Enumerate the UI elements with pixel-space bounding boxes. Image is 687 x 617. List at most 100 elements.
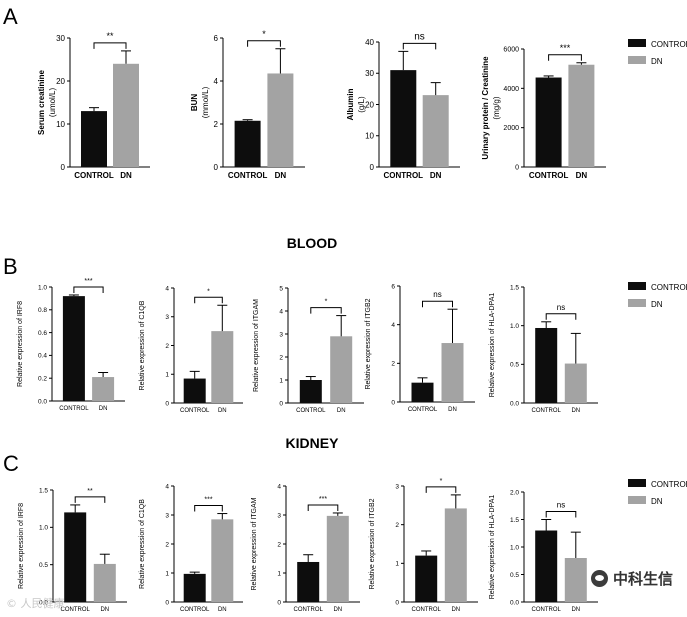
x-tick-label: CONTROL (412, 607, 442, 613)
y-tick-label: 1 (395, 561, 399, 568)
y-tick-label: 1.5 (39, 487, 48, 494)
y-tick-label: 6000 (503, 46, 519, 53)
x-tick-label: DN (571, 408, 580, 414)
bar-dn (92, 377, 115, 401)
y-axis-label-title: Urinary protein / Creatinine (481, 56, 490, 160)
x-tick-label: CONTROL (532, 607, 562, 613)
y-tick-label: 0.2 (38, 375, 47, 382)
y-tick-label: 2 (395, 522, 399, 529)
y-tick-label: 0.4 (38, 353, 47, 360)
y-tick-label: 0.0 (510, 400, 519, 407)
bar-control (535, 327, 558, 403)
x-tick-label: DN (448, 407, 457, 413)
panel-label-a: A (3, 4, 18, 29)
significance-bracket (548, 54, 582, 61)
chart-c2: 0 1 2 3 4 Relative expression of C1QB CONTROL D… (139, 483, 243, 613)
significance-bracket (422, 300, 453, 308)
x-tick-label: CONTROL (532, 408, 562, 414)
x-tick-label: DN (571, 607, 580, 613)
y-tick-label: 0 (279, 400, 283, 407)
legend-swatch-control (628, 282, 646, 290)
y-tick-label: 20 (56, 77, 65, 86)
bar-dn (330, 336, 353, 403)
chart-b4: 0 2 4 6 Relative expression of ITGB2 CONTROL D… (365, 283, 475, 413)
y-tick-label: 1 (165, 372, 169, 379)
y-tick-label: 0.0 (510, 599, 519, 606)
legend-label-control: CONTROL (651, 480, 687, 489)
x-tick-label: DN (275, 171, 287, 180)
bar-dn (211, 331, 234, 403)
y-axis-label-title: Relative expression of C1QB (139, 300, 146, 390)
y-axis-label-unit: (g/L) (357, 96, 366, 113)
y-axis-label-title: Albumin (346, 88, 355, 120)
bar-control (234, 120, 261, 167)
y-axis-label: Urinary protein / Creatinine (mg/g) (481, 56, 501, 160)
bar-control (64, 512, 87, 602)
y-tick-label: 1.0 (510, 544, 519, 551)
chart-b5: 0.0 0.5 1.0 1.5 Relative expression of HLA-D… (489, 284, 598, 414)
x-tick-label: CONTROL (180, 607, 210, 613)
section-title-blood: BLOOD (287, 235, 338, 251)
wechat-icon (590, 570, 608, 587)
y-tick-label: 2 (214, 120, 219, 129)
bar-control (535, 530, 558, 602)
y-axis-label-title: Relative expression of ITGAM (253, 299, 260, 392)
legend-label-dn: DN (651, 300, 663, 309)
significance-bracket (247, 40, 281, 47)
x-tick-label: CONTROL (296, 408, 326, 414)
legend-label-dn: DN (651, 497, 663, 506)
x-tick-label: CONTROL (228, 171, 268, 180)
y-tick-label: 0.0 (39, 599, 48, 606)
watermark-brand-text: 中科生信 (612, 570, 673, 588)
x-tick-label: DN (120, 171, 132, 180)
y-tick-label: 2.0 (510, 489, 519, 496)
bar-control (415, 555, 438, 602)
y-tick-label: 6 (391, 283, 395, 290)
y-tick-label: 1 (277, 570, 281, 577)
y-tick-label: 0 (277, 599, 281, 606)
x-tick-label: CONTROL (61, 607, 91, 613)
significance-bracket (73, 286, 104, 293)
y-axis-label-title: BUN (190, 94, 199, 112)
y-axis-label-unit: (mmol/L) (201, 86, 210, 118)
significance-label: ** (106, 31, 114, 41)
y-tick-label: 0.5 (510, 572, 519, 579)
legend-label-dn: DN (651, 57, 663, 66)
x-tick-label: DN (430, 171, 442, 180)
y-tick-label: 2 (277, 541, 281, 548)
chart-b3: 0 1 2 3 4 5 Relative expression of ITGAM CONTRO… (253, 285, 364, 414)
bar-dn (444, 508, 467, 602)
bar-control (411, 382, 434, 402)
y-axis-label: Serum creatinine (umol/L) (37, 69, 57, 134)
bar-control (81, 111, 107, 167)
significance-bracket (402, 42, 437, 50)
y-tick-label: 3 (165, 512, 169, 519)
x-tick-label: DN (451, 607, 460, 613)
y-axis-label-title: Relative expression of HLA-DPA1 (489, 293, 496, 398)
y-tick-label: 5 (279, 285, 283, 292)
y-tick-label: 20 (365, 100, 374, 109)
x-tick-label: CONTROL (294, 607, 324, 613)
y-axis-label: BUN (mmol/L) (190, 86, 210, 118)
significance-label: ns (557, 501, 565, 510)
y-tick-label: 4 (165, 483, 169, 490)
chart-b1: 0.0 0.2 0.4 0.6 0.8 1.0 Relative expression of… (17, 278, 125, 412)
x-tick-label: DN (218, 607, 227, 613)
y-tick-label: 1.5 (510, 284, 519, 291)
y-tick-label: 4 (391, 322, 395, 329)
x-tick-label: DN (100, 607, 109, 613)
y-axis-label-unit: (umol/L) (48, 87, 57, 117)
bar-control (62, 296, 85, 401)
bar-dn (564, 363, 587, 403)
x-tick-label: CONTROL (59, 406, 89, 412)
y-tick-label: 0 (391, 399, 395, 406)
x-tick-label: CONTROL (529, 171, 569, 180)
significance-bracket (307, 504, 339, 511)
significance-label: * (262, 29, 266, 39)
legend-row-c: CONTROL DN (628, 479, 687, 506)
y-axis-label: Relative expression of IRF8 (18, 503, 25, 589)
legend-swatch-dn (628, 496, 646, 504)
y-tick-label: 1.0 (39, 525, 48, 532)
bar-dn (211, 519, 234, 602)
